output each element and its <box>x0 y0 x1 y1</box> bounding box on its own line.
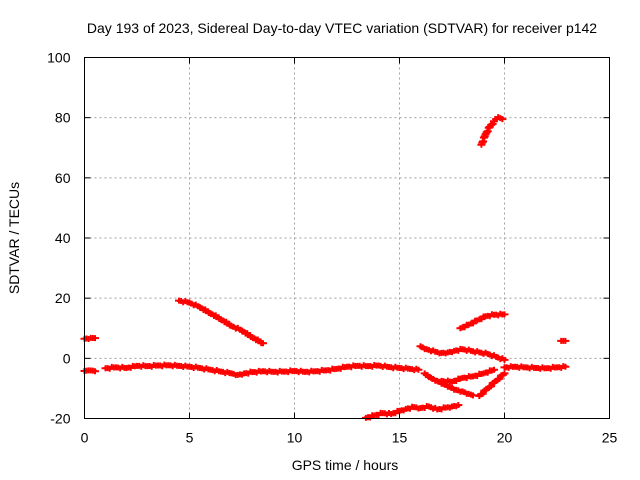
y-tick-label: 80 <box>55 110 71 126</box>
series-arc-e <box>416 343 509 363</box>
x-tick-label: 5 <box>186 430 194 446</box>
series-arc-g <box>437 366 498 386</box>
series-arc-i <box>456 310 509 332</box>
data-point <box>490 366 498 373</box>
series-arc-b <box>80 367 99 375</box>
data-point <box>498 116 507 123</box>
x-tick-label: 10 <box>287 430 303 446</box>
data-point <box>500 370 509 377</box>
data-point <box>91 335 99 342</box>
y-tick-label: 0 <box>63 350 71 366</box>
series-arc-k <box>500 363 570 372</box>
data-point <box>478 390 487 397</box>
data-point <box>259 340 267 347</box>
y-axis-label: SDTVAR / TECUs <box>6 182 22 294</box>
data-point <box>500 311 509 318</box>
x-tick-label: 25 <box>602 430 618 446</box>
data-point <box>91 368 99 375</box>
x-axis-label: GPS time / hours <box>292 457 399 473</box>
data-points-layer <box>80 114 570 421</box>
x-tick-label: 0 <box>81 430 89 446</box>
data-point <box>561 337 570 344</box>
y-tick-label: -20 <box>50 411 70 427</box>
series-arc-c <box>175 297 267 347</box>
data-point <box>500 356 509 363</box>
ticks-layer: 0 5 10 15 20 25 -20 0 20 40 60 80 100 <box>47 50 617 446</box>
y-tick-label: 40 <box>55 230 71 246</box>
series-arc-j <box>477 114 507 148</box>
data-point <box>454 401 463 408</box>
y-tick-label: 60 <box>55 170 71 186</box>
x-tick-label: 20 <box>497 430 513 446</box>
y-tick-label: 100 <box>47 50 71 66</box>
data-point <box>495 375 504 382</box>
series-arc-a <box>80 334 99 342</box>
x-tick-label: 15 <box>392 430 408 446</box>
series-arc-h <box>475 370 509 399</box>
data-point <box>561 363 570 370</box>
chart-title: Day 193 of 2023, Sidereal Day-to-day VTE… <box>87 20 597 36</box>
series-arc-d <box>361 401 463 421</box>
data-point <box>414 366 423 373</box>
data-point <box>487 383 496 390</box>
data-point <box>483 128 492 135</box>
series-arc-l <box>557 337 570 344</box>
series-arc-main <box>101 361 423 379</box>
y-tick-label: 20 <box>55 290 71 306</box>
